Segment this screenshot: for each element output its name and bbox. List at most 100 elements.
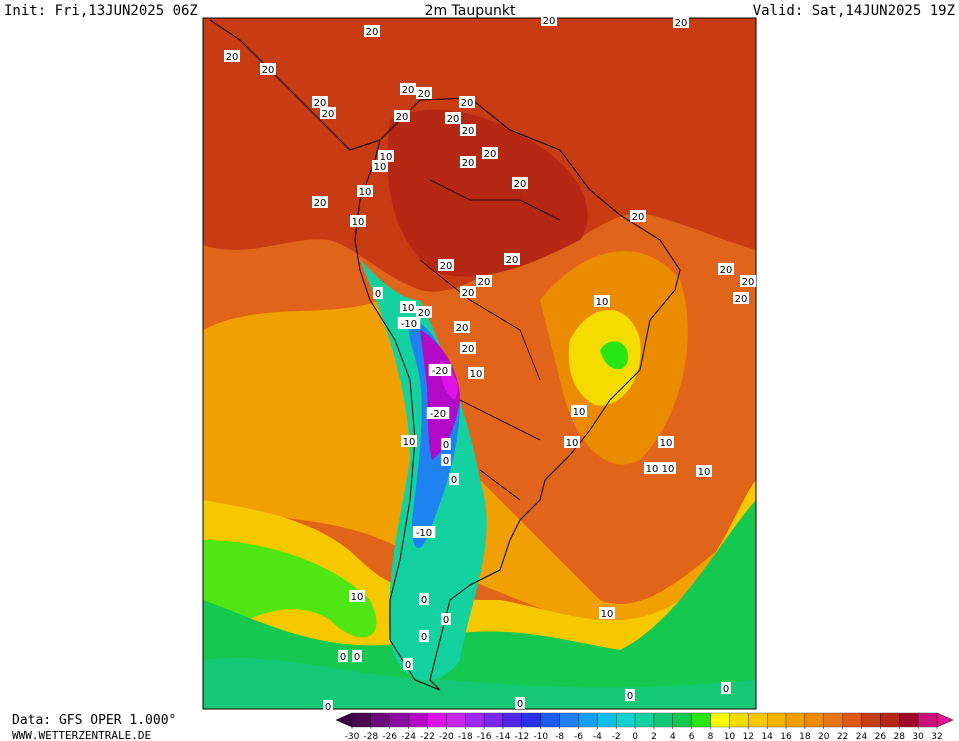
contour-label: 20: [462, 158, 475, 169]
colorbar-tick-label: 32: [931, 732, 942, 741]
colorbar-swatch: [861, 712, 881, 728]
contour-label-box: [696, 465, 712, 477]
contour-label-box: [260, 63, 276, 75]
contour-label-box: [564, 436, 580, 448]
contour-label: 0: [375, 289, 381, 300]
contour-label: 20: [462, 288, 475, 299]
contour-label-box: [449, 473, 459, 485]
contour-label: 20: [742, 277, 755, 288]
contour-label: 20: [456, 323, 469, 334]
contour-label-box: [378, 150, 394, 162]
colorbar-tick-label: 8: [708, 732, 714, 741]
contour-label: 20: [396, 112, 409, 123]
colorbar-swatch: [408, 712, 428, 728]
colorbar-tick-label: -16: [477, 732, 492, 741]
contour-label: 0: [405, 660, 411, 671]
contour-label: 20: [543, 16, 556, 27]
contour-label-box: [733, 292, 749, 304]
colorbar-swatch: [597, 712, 617, 728]
field-andes-purple: [420, 330, 460, 460]
colorbar-tick-label: 14: [761, 732, 773, 741]
contour-label: 20: [478, 277, 491, 288]
contour-label-box: [312, 96, 328, 108]
contour-label-box: [394, 110, 410, 122]
colorbar-swatch: [483, 712, 504, 728]
colorbar-swatch: [465, 712, 485, 728]
valid-time: Valid: Sat,14JUN2025 19Z: [753, 3, 955, 19]
contour-label: 20: [366, 27, 379, 38]
contour-label: 0: [443, 615, 449, 626]
contour-label: 20: [720, 265, 733, 276]
contour-label: 10: [359, 187, 372, 198]
contour-label-box: [312, 196, 328, 208]
contour-label: 0: [451, 475, 457, 486]
contour-label-box: [428, 364, 452, 376]
contour-label-box: [541, 14, 557, 26]
colorbar-tick-label: 4: [670, 732, 676, 741]
contour-label-box: [658, 436, 674, 448]
contour-label: 10: [698, 467, 711, 478]
contour-label-box: [419, 630, 429, 642]
colorbar-tick-label: 6: [689, 732, 695, 741]
contour-label-box: [441, 613, 451, 625]
contour-label: 10: [646, 464, 659, 475]
contour-label-box: [468, 367, 484, 379]
contour-label-box: [320, 107, 336, 119]
colorbar-tick-label: -4: [593, 732, 602, 741]
contour-label-box: [400, 301, 416, 313]
contour-label: 10: [470, 369, 483, 380]
field-brazil-green: [600, 341, 629, 370]
contour-label-box: [364, 25, 380, 37]
contour-label: 0: [627, 691, 633, 702]
contour-label: 20: [506, 255, 519, 266]
colorbar-tick-label: -26: [382, 732, 397, 741]
contour-label-box: [459, 96, 475, 108]
colorbar-tick-label: -18: [458, 732, 473, 741]
colorbar-swatch: [634, 712, 655, 728]
contour-label-box: [660, 462, 676, 474]
colorbar-swatch: [767, 712, 787, 728]
contour-label: 10: [351, 592, 364, 603]
contour-label: 10: [660, 438, 673, 449]
colorbar-swatch: [785, 712, 806, 728]
contour-label-box: [504, 253, 520, 265]
colorbar-swatch: [521, 712, 541, 728]
contour-label: 0: [443, 456, 449, 467]
field-green-south: [203, 657, 756, 709]
contour-label-box: [721, 682, 731, 694]
contour-label-box: [416, 306, 432, 318]
contour-label-box: [460, 342, 476, 354]
contour-label-box: [403, 658, 413, 670]
contour-label: 20: [447, 114, 460, 125]
contour-label-box: [512, 177, 528, 189]
colorbar: -30 -28 -26 -24 -22 -20 -18 -16 -14 -12 -10 -8 -6 -4-…: [335, 712, 954, 741]
colorbar-tick-label: 28: [894, 732, 906, 741]
colorbar-swatch: [370, 712, 390, 728]
contour-label-box: [460, 286, 476, 298]
colorbar-tick-label: 18: [799, 732, 811, 741]
colorbar-tick-label: 20: [818, 732, 830, 741]
colorbar-tick-label: -2: [612, 732, 621, 741]
contour-label: 0: [340, 652, 346, 663]
contour-label-box: [373, 287, 383, 299]
contour-label: 10: [662, 464, 675, 475]
colorbar-swatch: [653, 712, 673, 728]
contour-label: 10: [402, 303, 415, 314]
colorbar-tick-label: -22: [420, 732, 435, 741]
contour-label-box: [400, 83, 416, 95]
contour-label: 20: [402, 85, 415, 96]
colorbar-tick-label: 26: [875, 732, 887, 741]
colorbar-tick-label: 30: [912, 732, 924, 741]
colorbar-swatch: [899, 712, 919, 728]
contour-label-box: [571, 405, 587, 417]
contour-label-box: [630, 210, 646, 222]
contour-label: -10: [416, 528, 432, 539]
contour-label-box: [401, 435, 417, 447]
contour-label: 20: [322, 109, 335, 120]
contour-label-box: [594, 295, 610, 307]
colorbar-tick-label: 24: [856, 732, 868, 741]
contour-label: 10: [596, 297, 609, 308]
colorbar-tick-label: 0: [632, 732, 638, 741]
contour-label: -20: [432, 366, 448, 377]
